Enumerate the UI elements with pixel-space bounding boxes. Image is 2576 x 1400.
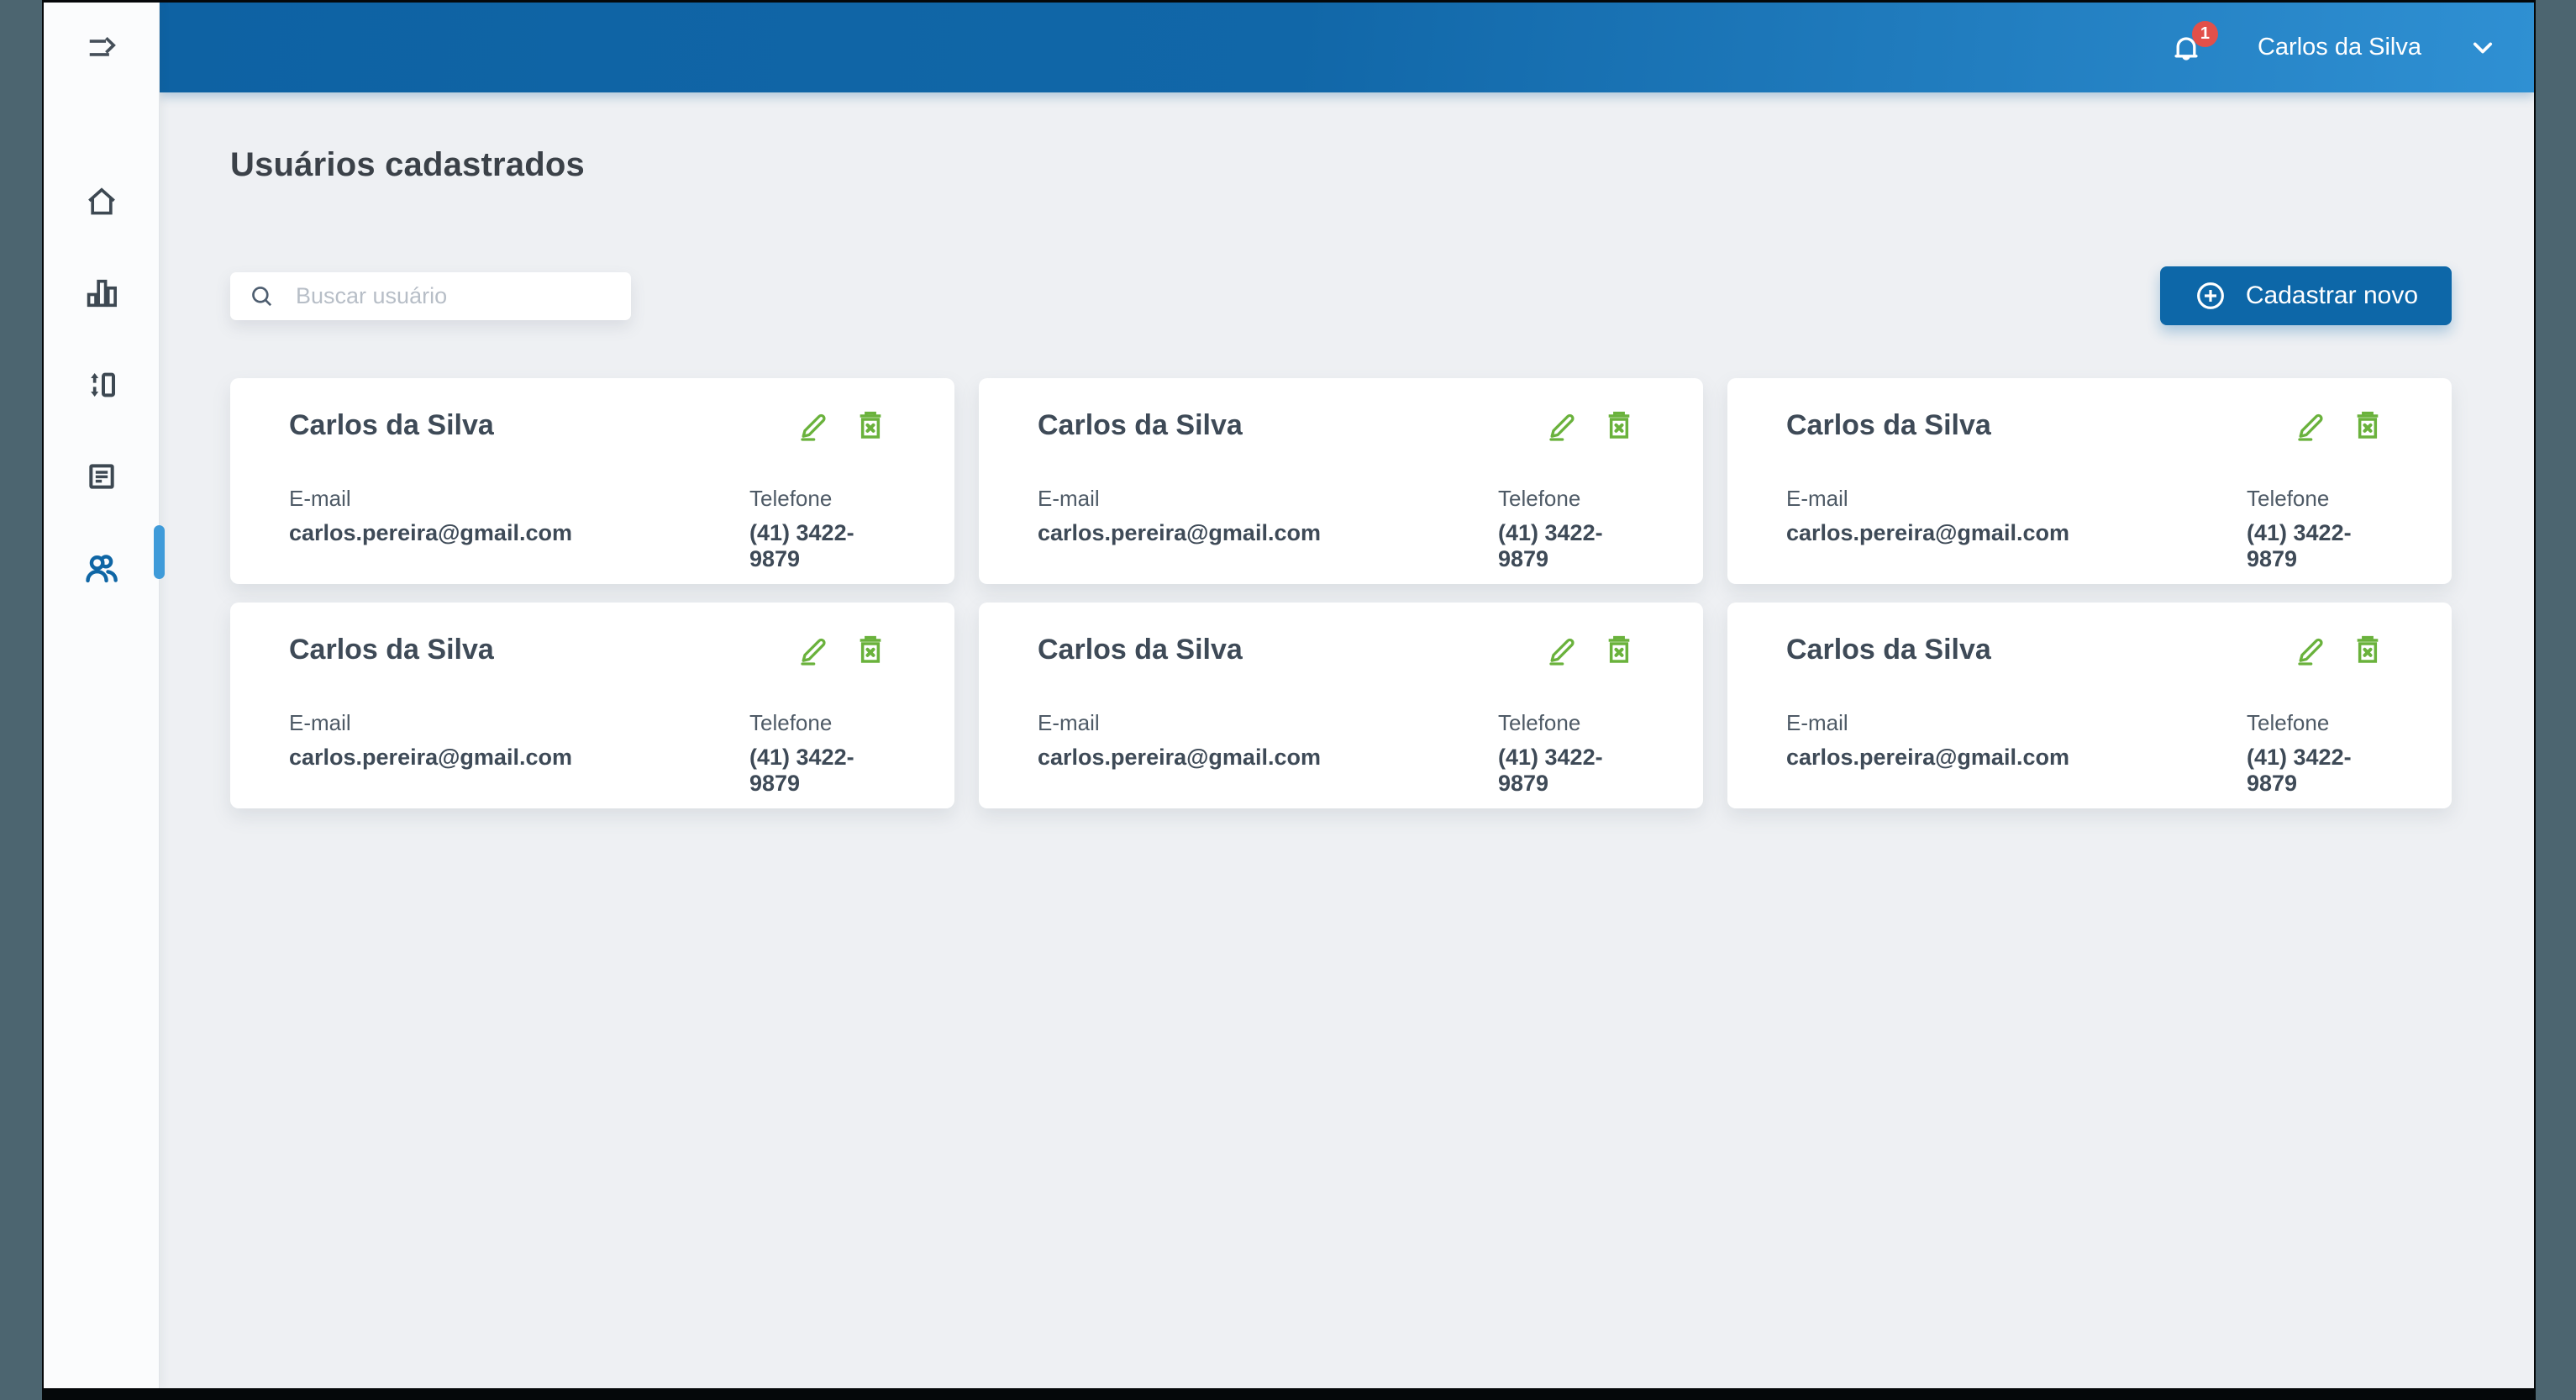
card-user-name: Carlos da Silva: [289, 408, 494, 441]
user-card: Carlos da Silva: [230, 378, 954, 584]
pencil-icon: [1545, 408, 1579, 442]
phone-value: (41) 3422-9879: [2247, 745, 2352, 796]
email-value: carlos.pereira@gmail.com: [289, 745, 572, 770]
phone-value: (41) 3422-9879: [1498, 745, 1603, 796]
bell-icon: [2169, 30, 2204, 66]
delete-user-button[interactable]: [1602, 408, 1636, 442]
menu-expand-icon: [86, 32, 118, 64]
card-user-name: Carlos da Silva: [289, 633, 494, 666]
edit-user-button[interactable]: [1545, 633, 1579, 666]
frame-right-margin: [2536, 0, 2576, 1400]
phone-label: Telefone: [2247, 486, 2330, 511]
delete-user-button[interactable]: [1602, 633, 1636, 666]
pencil-icon: [796, 408, 830, 442]
email-value: carlos.pereira@gmail.com: [1038, 745, 1321, 770]
delete-user-button[interactable]: [854, 408, 887, 442]
frame-left-margin: [0, 0, 42, 1400]
delete-user-button[interactable]: [2351, 633, 2384, 666]
email-label: E-mail: [1038, 486, 1100, 511]
add-user-button-label: Cadastrar novo: [2245, 282, 2418, 309]
email-label: E-mail: [1786, 710, 1848, 735]
user-card: Carlos da Silva: [1727, 378, 2452, 584]
trash-icon: [854, 633, 887, 666]
user-card: Carlos da Silva: [230, 603, 954, 808]
page-title: Usuários cadastrados: [230, 146, 585, 183]
main-content: Usuários cadastrados Cadastrar novo: [160, 92, 2534, 1388]
delete-user-button[interactable]: [2351, 408, 2384, 442]
bar-chart-icon: [83, 275, 120, 312]
trash-icon: [1602, 633, 1636, 666]
sidebar-item-movements[interactable]: [44, 366, 159, 404]
vertical-sort-icon: [85, 368, 118, 402]
chevron-down-icon: [2468, 34, 2497, 62]
card-user-name: Carlos da Silva: [1038, 408, 1243, 441]
trash-icon: [854, 408, 887, 442]
trash-icon: [2351, 633, 2384, 666]
edit-user-button[interactable]: [2294, 408, 2327, 442]
user-cards-grid: Carlos da Silva: [230, 378, 2452, 808]
phone-label: Telefone: [2247, 710, 2330, 735]
sidebar-nav: [44, 182, 159, 587]
edit-user-button[interactable]: [1545, 408, 1579, 442]
pencil-icon: [1545, 633, 1579, 666]
phone-value: (41) 3422-9879: [2247, 520, 2352, 571]
sidebar-item-users[interactable]: [44, 549, 159, 587]
sidebar-item-home[interactable]: [44, 182, 159, 221]
app-window: 1 Carlos da Silva Usuários cadastrados: [44, 3, 2534, 1388]
search-box: [230, 271, 631, 320]
sidebar: [44, 3, 165, 1388]
user-card: Carlos da Silva: [1727, 603, 2452, 808]
edit-user-button[interactable]: [2294, 633, 2327, 666]
add-user-button[interactable]: Cadastrar novo: [2159, 266, 2452, 325]
pencil-icon: [2294, 408, 2327, 442]
phone-value: (41) 3422-9879: [1498, 520, 1603, 571]
plus-circle-icon: [2194, 279, 2227, 313]
notification-badge: 1: [2191, 20, 2218, 47]
phone-value: (41) 3422-9879: [749, 745, 854, 796]
trash-icon: [2351, 408, 2384, 442]
phone-label: Telefone: [1498, 486, 1581, 511]
phone-label: Telefone: [1498, 710, 1581, 735]
toolbar: Cadastrar novo: [230, 266, 2452, 325]
card-user-name: Carlos da Silva: [1786, 633, 1991, 666]
email-label: E-mail: [289, 486, 351, 511]
email-label: E-mail: [289, 710, 351, 735]
email-value: carlos.pereira@gmail.com: [1786, 745, 2069, 770]
sidebar-item-reports[interactable]: [44, 274, 159, 313]
trash-icon: [1602, 408, 1636, 442]
user-menu[interactable]: Carlos da Silva: [2258, 34, 2497, 62]
email-label: E-mail: [1038, 710, 1100, 735]
card-user-name: Carlos da Silva: [1038, 633, 1243, 666]
document-icon: [85, 460, 118, 493]
email-label: E-mail: [1786, 486, 1848, 511]
edit-user-button[interactable]: [796, 408, 830, 442]
pencil-icon: [796, 633, 830, 666]
pencil-icon: [2294, 633, 2327, 666]
card-user-name: Carlos da Silva: [1786, 408, 1991, 441]
active-nav-indicator: [154, 525, 165, 579]
user-card: Carlos da Silva: [979, 378, 1703, 584]
notifications-button[interactable]: 1: [2167, 20, 2218, 67]
search-input[interactable]: [230, 271, 631, 320]
email-value: carlos.pereira@gmail.com: [1038, 520, 1321, 545]
sidebar-item-documents[interactable]: [44, 457, 159, 496]
sidebar-toggle-button[interactable]: [44, 28, 159, 68]
email-value: carlos.pereira@gmail.com: [289, 520, 572, 545]
phone-label: Telefone: [749, 486, 833, 511]
email-value: carlos.pereira@gmail.com: [1786, 520, 2069, 545]
phone-value: (41) 3422-9879: [749, 520, 854, 571]
user-card: Carlos da Silva: [979, 603, 1703, 808]
topbar: 1 Carlos da Silva: [160, 3, 2534, 92]
user-name: Carlos da Silva: [2257, 34, 2421, 61]
delete-user-button[interactable]: [854, 633, 887, 666]
home-icon: [83, 183, 120, 220]
users-icon: [82, 549, 121, 587]
phone-label: Telefone: [749, 710, 833, 735]
edit-user-button[interactable]: [796, 633, 830, 666]
